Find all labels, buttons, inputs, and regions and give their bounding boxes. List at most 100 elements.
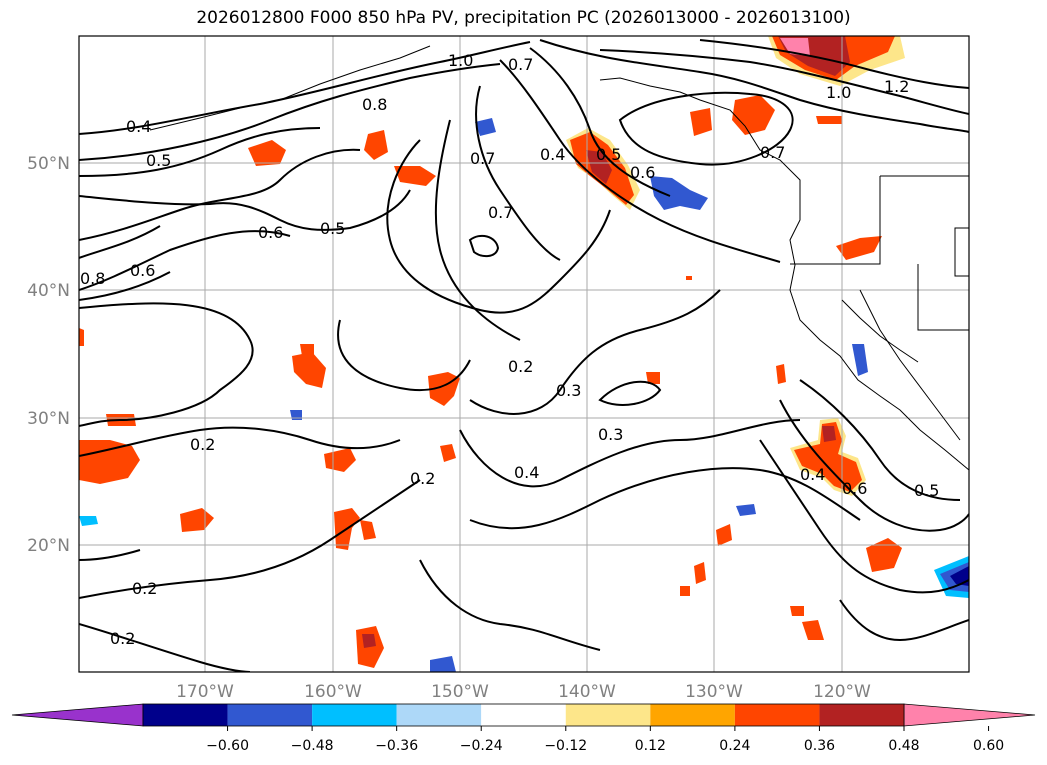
gridlines <box>79 36 969 672</box>
latitude-labels: 50°N 40°N 30°N 20°N <box>27 154 70 556</box>
precip-region <box>736 504 756 516</box>
precip-region <box>292 352 326 388</box>
precip-region <box>180 508 214 532</box>
precip-region <box>776 364 786 384</box>
contour-label: 0.2 <box>410 469 435 488</box>
precip-region <box>300 344 314 356</box>
precip-region <box>79 440 140 484</box>
colorbar-extension-high <box>903 703 1036 727</box>
precip-region <box>248 140 286 166</box>
contour-label: 0.6 <box>842 479 867 498</box>
contour-label: 0.4 <box>514 463 539 482</box>
contour-label: 0.2 <box>110 629 135 648</box>
colorbar-tick-label: −0.12 <box>544 738 587 754</box>
precip-region <box>866 538 902 572</box>
contour-label: 0.2 <box>190 435 215 454</box>
precip-region <box>794 422 862 492</box>
colorbar-tick-label: −0.48 <box>291 738 334 754</box>
colorbar-segment <box>312 704 397 726</box>
precip-region <box>430 656 456 672</box>
lon-label: 120°W <box>813 682 871 702</box>
contour-label: 1.0 <box>448 51 473 70</box>
colorbar-tick-label: −0.24 <box>460 738 503 754</box>
precip-region <box>690 108 712 136</box>
contour-label: 0.7 <box>760 143 785 162</box>
colorbar-tick-label: 0.48 <box>888 738 919 754</box>
contour-label: 0.3 <box>556 381 581 400</box>
lon-label: 160°W <box>304 682 362 702</box>
contour-label: 0.4 <box>800 465 825 484</box>
precip-region <box>360 520 376 540</box>
colorbar-segment <box>396 704 482 726</box>
contour-label: 0.4 <box>126 117 151 136</box>
contour-label: 1.0 <box>826 83 851 102</box>
colorbar-tick-label: 0.12 <box>635 738 666 754</box>
precip-region <box>716 524 732 546</box>
contour-label: 0.4 <box>540 145 565 164</box>
contour-label: 0.7 <box>508 55 533 74</box>
colorbar-segment <box>143 704 228 726</box>
contour-label: 0.6 <box>130 261 155 280</box>
precip-region <box>324 448 356 472</box>
colorbar-segment <box>734 704 820 726</box>
precip-region <box>364 130 388 160</box>
contour-label: 0.5 <box>596 145 621 164</box>
precip-region <box>79 516 98 526</box>
precip-region <box>440 444 456 462</box>
colorbar-tick-label: 0.24 <box>719 738 750 754</box>
lon-label: 140°W <box>558 682 616 702</box>
lon-label: 170°W <box>176 682 234 702</box>
lon-label: 130°W <box>685 682 743 702</box>
precip-region <box>950 566 969 586</box>
colorbar-tick-label: 0.36 <box>804 738 835 754</box>
contour-label: 0.2 <box>508 357 533 376</box>
colorbar-extension-low <box>11 703 144 727</box>
precip-region <box>394 166 436 186</box>
contour-label: 0.6 <box>258 223 283 242</box>
contour-label: 1.2 <box>884 77 909 96</box>
colorbar-segment <box>565 704 651 726</box>
contour-label: 0.3 <box>598 425 623 444</box>
contour-label: 0.7 <box>488 203 513 222</box>
contour-label: 0.7 <box>470 149 495 168</box>
colorbar-segment <box>481 704 566 726</box>
precip-region <box>694 562 706 584</box>
precip-region <box>586 150 612 184</box>
longitude-labels: 170°W 160°W 150°W 140°W 130°W 120°W <box>176 682 871 702</box>
precip-region <box>822 426 836 442</box>
lat-label: 30°N <box>27 409 70 429</box>
precip-region <box>650 176 708 210</box>
coastlines <box>149 45 969 471</box>
precip-region <box>646 372 660 384</box>
colorbar-outline <box>142 703 905 727</box>
colorbar: −0.60 −0.48 −0.36 −0.24 −0.12 0.12 0.24 0.36 0.4… <box>11 703 1036 754</box>
contour-label: 0.5 <box>146 151 171 170</box>
contour-label: 0.8 <box>80 269 105 288</box>
contour-label: 0.6 <box>630 163 655 182</box>
colorbar-segment <box>227 704 313 726</box>
precip-region <box>780 38 810 56</box>
contour-label: 0.5 <box>914 481 939 500</box>
colorbar-tick-label: −0.36 <box>375 738 418 754</box>
pv-contours <box>79 39 969 672</box>
contour-labels: 1.0 0.7 0.8 0.4 0.5 0.7 0.7 0.4 0.5 0.6 … <box>80 51 939 648</box>
precip-region <box>732 95 775 135</box>
contour-label: 0.2 <box>132 579 157 598</box>
precip-region <box>475 118 496 136</box>
map-frame <box>78 35 970 673</box>
map-title: 2026012800 F000 850 hPa PV, precipitatio… <box>196 8 851 28</box>
lat-label: 50°N <box>27 154 70 174</box>
precip-region <box>362 634 376 648</box>
lat-label: 40°N <box>27 281 70 301</box>
precip-region <box>680 586 690 596</box>
precip-region <box>790 606 804 616</box>
colorbar-segment <box>650 704 735 726</box>
precip-region <box>852 344 868 376</box>
precip-fields <box>79 36 969 672</box>
lat-label: 20°N <box>27 536 70 556</box>
precip-region <box>686 276 692 280</box>
colorbar-tick-label: −0.60 <box>206 738 249 754</box>
precip-region <box>79 328 84 346</box>
precip-region <box>816 116 842 124</box>
